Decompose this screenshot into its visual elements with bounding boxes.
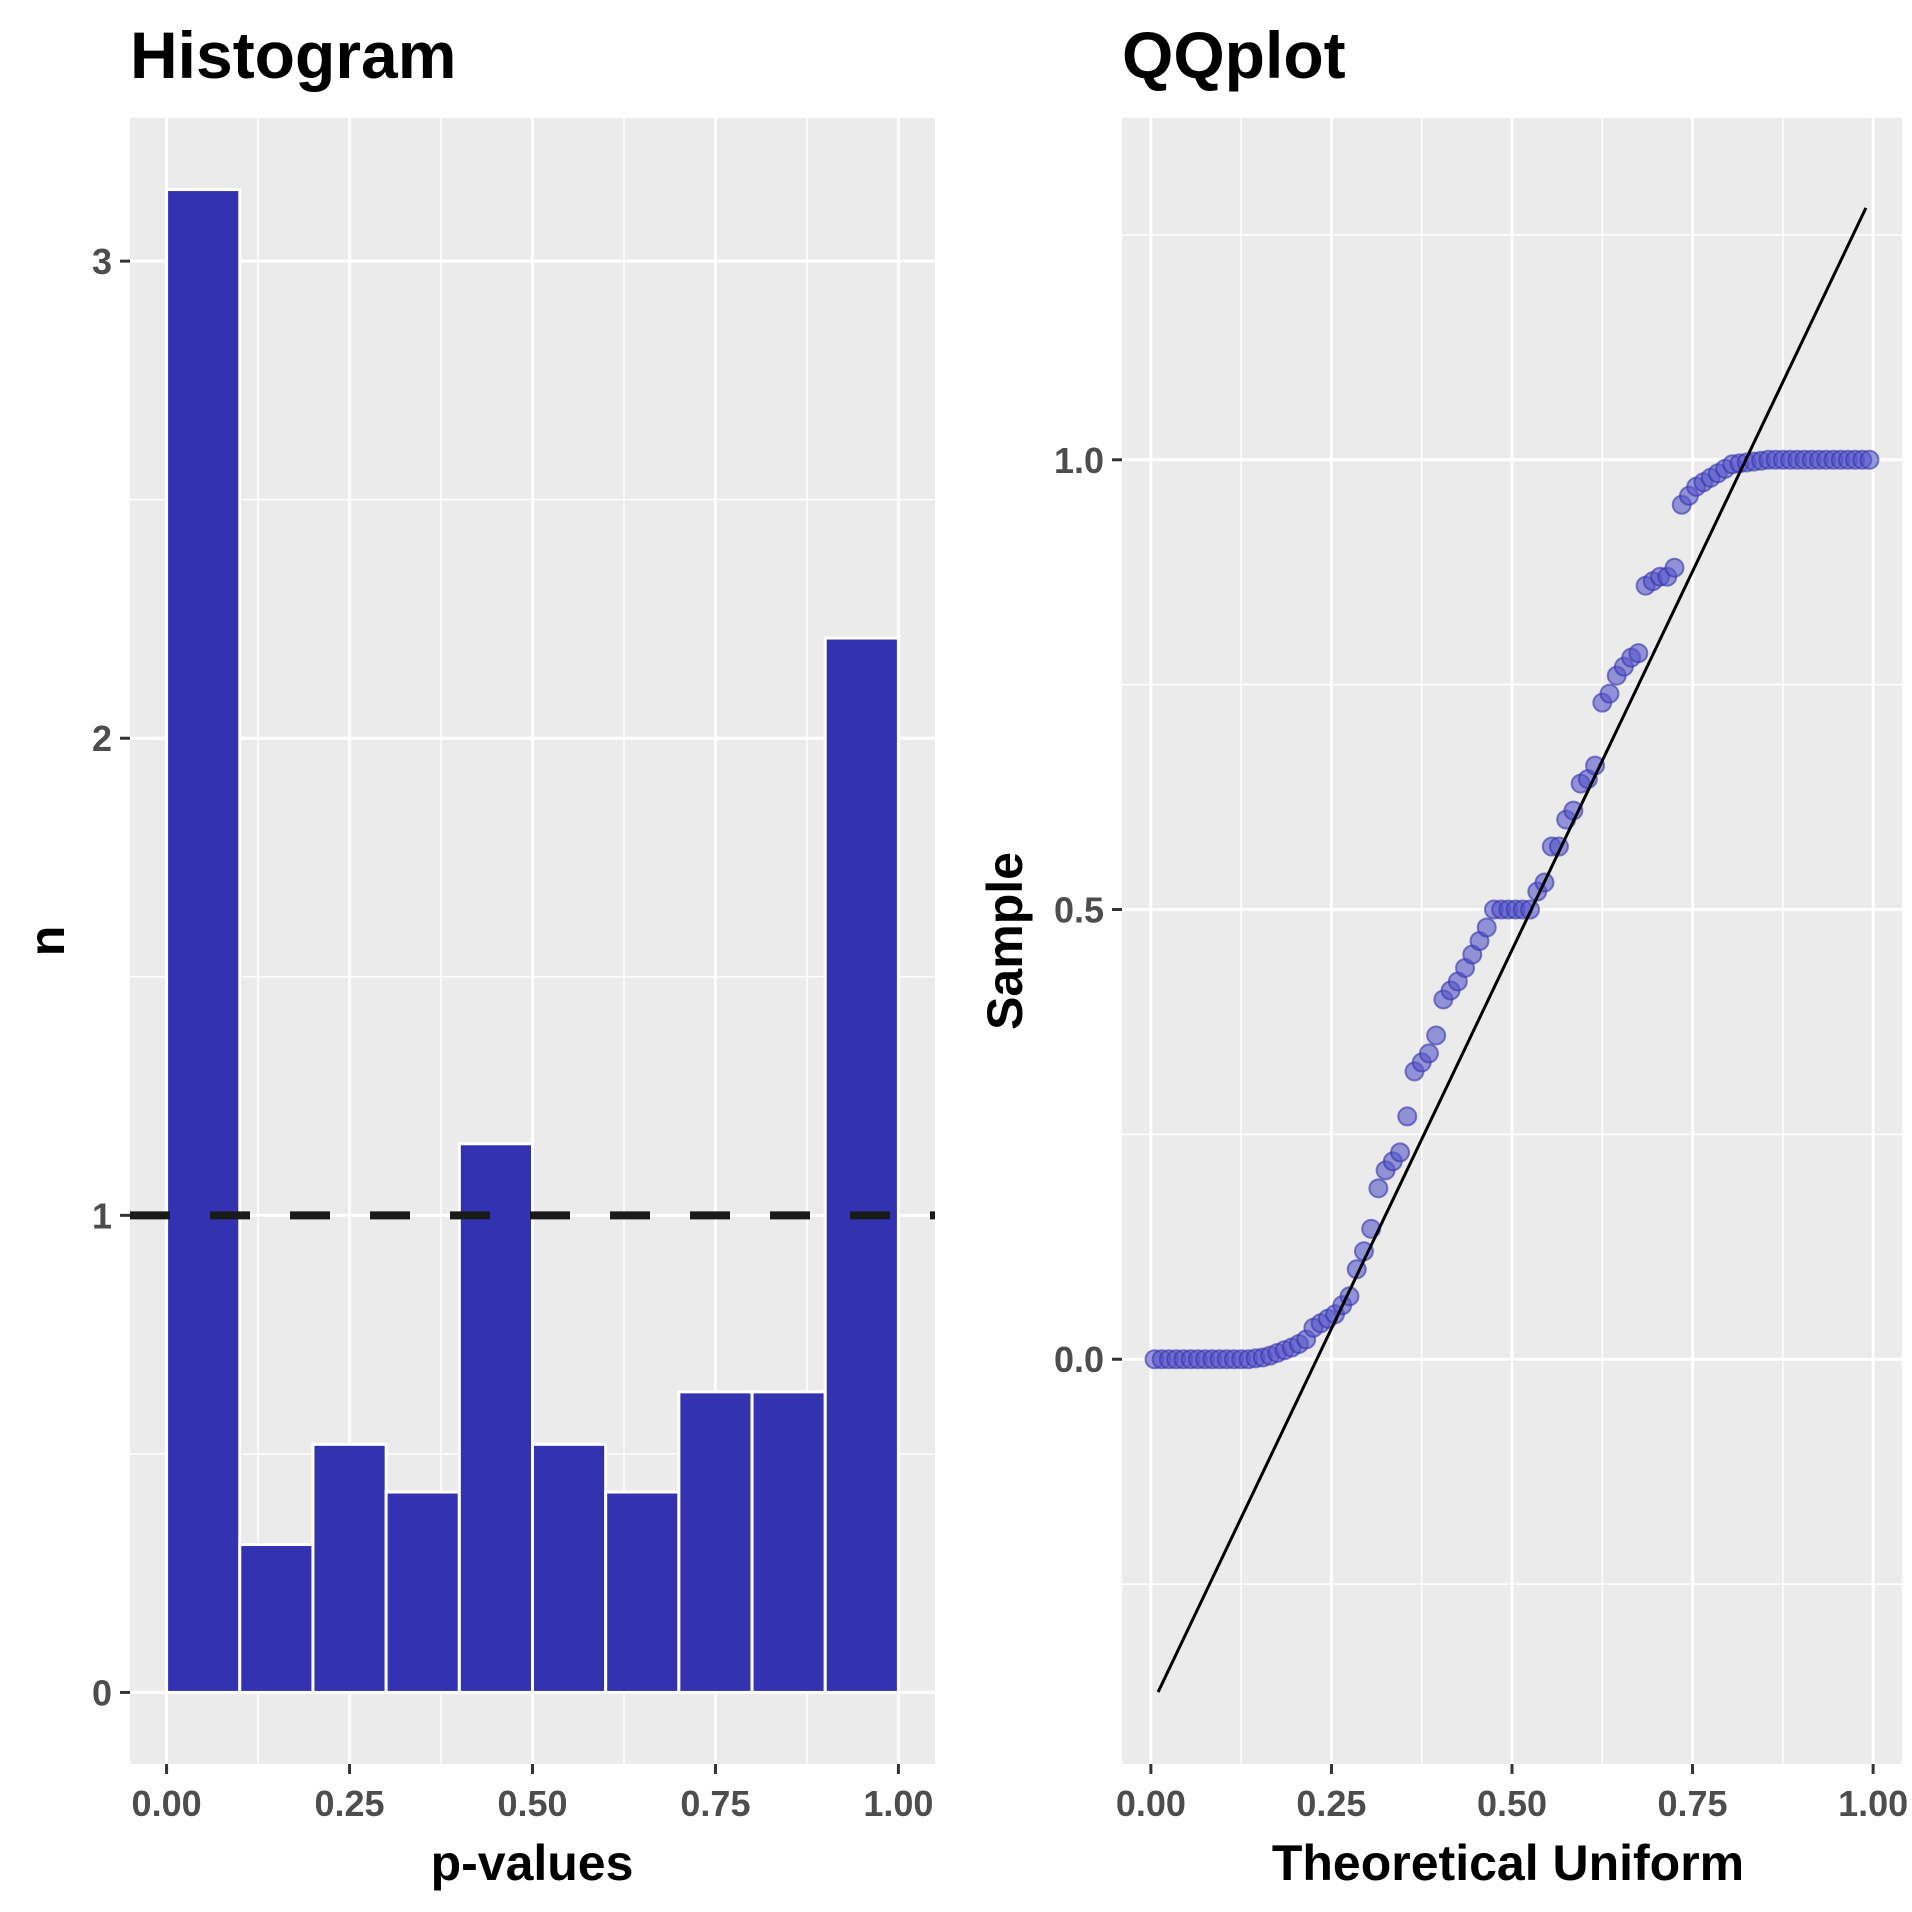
qqplot-point [1390, 1142, 1411, 1163]
qqplot-y-tick-label: 0.0 [1054, 1339, 1104, 1380]
qqplot-point [1628, 643, 1649, 664]
histogram-bars [165, 188, 900, 1694]
qqplot-x-axis: 0.00 0.25 0.50 0.75 1.00 [1116, 1764, 1908, 1824]
histogram-y-tick-label: 3 [92, 241, 112, 282]
qqplot-x-tick-label: 0.75 [1658, 1783, 1728, 1824]
qqplot-y-axis-title: Sample [977, 852, 1033, 1030]
qqplot-point [1476, 917, 1497, 938]
histogram-bar [384, 1490, 461, 1694]
histogram-bar [531, 1442, 608, 1694]
qqplot-reference-line [1156, 207, 1868, 1693]
histogram-bar [165, 188, 242, 1694]
histogram-bar [750, 1390, 827, 1694]
histogram-x-axis: 0.00 0.25 0.50 0.75 1.00 [132, 1764, 933, 1824]
histogram-bar [604, 1490, 681, 1694]
histogram-bar [238, 1543, 315, 1694]
qqplot-title: QQplot [1122, 18, 1346, 92]
qqplot-point [1368, 1178, 1389, 1199]
histogram-y-tick-label: 2 [92, 718, 112, 759]
qqplot-y-axis: 0.0 0.5 1.0 [1054, 440, 1122, 1380]
qqplot-point [1859, 449, 1880, 470]
qqplot-x-tick-label: 0.50 [1477, 1783, 1547, 1824]
qqplot-x-tick-label: 0.00 [1116, 1783, 1186, 1824]
qqplot-x-axis-title: Theoretical Uniform [1272, 1835, 1744, 1891]
qqplot-y-tick-label: 0.5 [1054, 890, 1104, 931]
histogram-bar [457, 1142, 534, 1694]
histogram-bar [311, 1442, 388, 1694]
histogram-y-axis-title: n [19, 926, 75, 957]
histogram-x-tick-label: 0.75 [680, 1783, 750, 1824]
histogram-panel: Histogram 0.00 0.25 0.50 0.75 1.00 0 1 2 3 p-va… [19, 18, 935, 1891]
histogram-x-tick-label: 1.00 [863, 1783, 933, 1824]
histogram-bar [677, 1390, 754, 1694]
histogram-x-tick-label: 0.25 [315, 1783, 385, 1824]
qqplot-point [1426, 1025, 1447, 1046]
histogram-bar [823, 636, 900, 1694]
histogram-x-axis-title: p-values [431, 1835, 634, 1891]
histogram-y-tick-label: 1 [92, 1195, 112, 1236]
qqplot-point [1418, 1043, 1439, 1064]
qqplot-panel: QQplot 0.00 0.25 0.50 0.75 1.00 0.0 0.5 1.0 Th… [977, 18, 1908, 1891]
qqplot-point [1599, 683, 1620, 704]
histogram-x-tick-label: 0.00 [132, 1783, 202, 1824]
qqplot-y-tick-label: 1.0 [1054, 440, 1104, 481]
histogram-y-tick-label: 0 [92, 1672, 112, 1713]
histogram-y-axis: 0 1 2 3 [92, 241, 130, 1713]
histogram-x-tick-label: 0.50 [497, 1783, 567, 1824]
qqplot-point [1397, 1106, 1418, 1127]
histogram-title: Histogram [130, 18, 456, 92]
qqplot-x-tick-label: 1.00 [1838, 1783, 1908, 1824]
qqplot-point [1664, 557, 1685, 578]
qqplot-x-tick-label: 0.25 [1296, 1783, 1366, 1824]
